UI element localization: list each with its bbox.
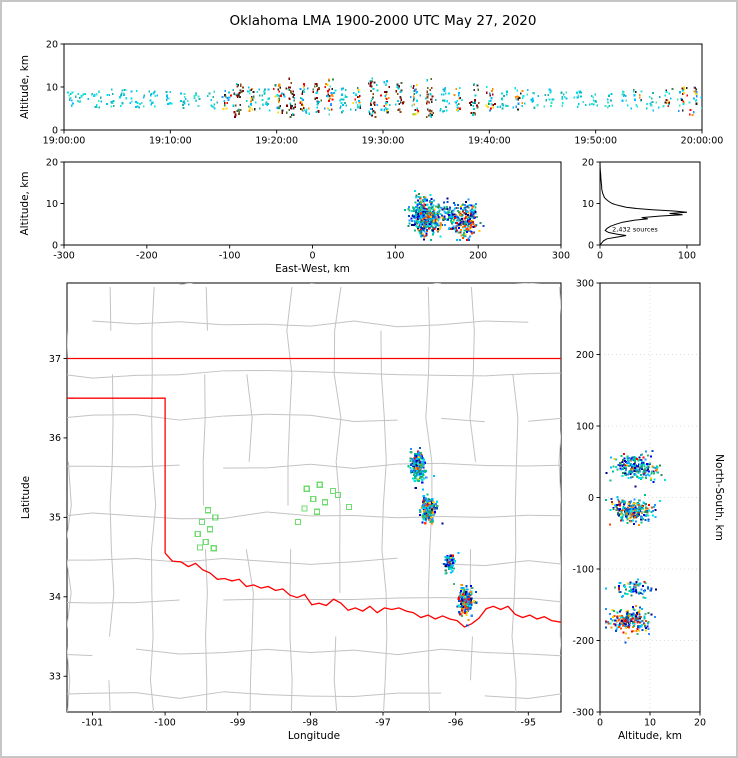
- time-height-panel: 19:00:00 19:10:00 19:20:00 19:30:00 19:40:00…: [19, 39, 723, 146]
- svg-text:20:00:00: 20:00:00: [681, 136, 724, 147]
- svg-text:0: 0: [597, 251, 603, 262]
- svg-text:19:50:00: 19:50:00: [574, 136, 617, 147]
- svg-text:-300: -300: [53, 251, 75, 262]
- svg-text:-100: -100: [219, 251, 241, 262]
- svg-text:36: 36: [49, 433, 61, 444]
- svg-text:North-South, km: North-South, km: [713, 454, 725, 541]
- svg-text:0: 0: [597, 718, 603, 729]
- north-south-altitude-panel: 0 10 20 -300 -200 -100 0 100 200 300 Altitude, km N…: [572, 278, 725, 742]
- svg-text:-200: -200: [572, 636, 594, 647]
- svg-text:20: 20: [694, 718, 706, 729]
- svg-text:10: 10: [46, 199, 58, 210]
- svg-text:0: 0: [588, 493, 594, 504]
- east-west-altitude-panel: -300 -200 -100 0 100 200 300 0 10 20 East-West, km…: [19, 157, 570, 275]
- svg-text:Altitude, km: Altitude, km: [19, 55, 31, 119]
- svg-text:Longitude: Longitude: [288, 730, 340, 742]
- svg-text:Latitude: Latitude: [20, 476, 32, 519]
- svg-text:34: 34: [49, 592, 61, 603]
- svg-text:10: 10: [46, 82, 58, 93]
- svg-text:-100: -100: [572, 564, 594, 575]
- svg-text:300: 300: [576, 278, 594, 289]
- svg-text:20: 20: [46, 39, 58, 50]
- svg-text:0: 0: [52, 240, 58, 251]
- svg-text:19:20:00: 19:20:00: [255, 136, 298, 147]
- svg-text:East-West, km: East-West, km: [275, 263, 350, 275]
- svg-text:0: 0: [52, 125, 58, 136]
- svg-text:100: 100: [576, 421, 594, 432]
- svg-text:37: 37: [49, 354, 61, 365]
- svg-text:-96: -96: [448, 718, 464, 729]
- svg-text:-98: -98: [303, 718, 319, 729]
- svg-text:-300: -300: [572, 707, 594, 718]
- svg-text:-99: -99: [230, 718, 246, 729]
- svg-text:-97: -97: [375, 718, 391, 729]
- altitude-histogram-panel: 0 100 0 10 20 2,432 sources: [582, 157, 701, 262]
- svg-text:19:30:00: 19:30:00: [362, 136, 405, 147]
- svg-text:2,432 sources: 2,432 sources: [612, 226, 658, 234]
- svg-text:100: 100: [678, 251, 696, 262]
- svg-text:-95: -95: [521, 718, 537, 729]
- svg-text:20: 20: [582, 157, 594, 168]
- svg-text:-100: -100: [154, 718, 176, 729]
- svg-text:10: 10: [644, 718, 656, 729]
- svg-text:19:00:00: 19:00:00: [43, 136, 86, 147]
- svg-text:0: 0: [309, 251, 315, 262]
- svg-text:200: 200: [576, 350, 594, 361]
- figure-title: Oklahoma LMA 1900-2000 UTC May 27, 2020: [229, 13, 537, 29]
- svg-text:10: 10: [582, 199, 594, 210]
- svg-text:19:10:00: 19:10:00: [149, 136, 192, 147]
- svg-text:33: 33: [49, 672, 61, 683]
- svg-text:100: 100: [386, 251, 404, 262]
- svg-text:19:40:00: 19:40:00: [468, 136, 511, 147]
- map-panel: -101 -100 -99 -98 -97 -96 -95 33 34 35 36 37 Longitu…: [20, 282, 562, 742]
- svg-text:Altitude, km: Altitude, km: [19, 171, 31, 235]
- svg-text:200: 200: [469, 251, 487, 262]
- svg-text:0: 0: [588, 240, 594, 251]
- svg-text:Altitude, km: Altitude, km: [618, 730, 682, 742]
- svg-text:300: 300: [552, 251, 570, 262]
- svg-text:20: 20: [46, 157, 58, 168]
- svg-text:35: 35: [49, 513, 61, 524]
- svg-text:-200: -200: [136, 251, 158, 262]
- svg-text:-101: -101: [82, 718, 104, 729]
